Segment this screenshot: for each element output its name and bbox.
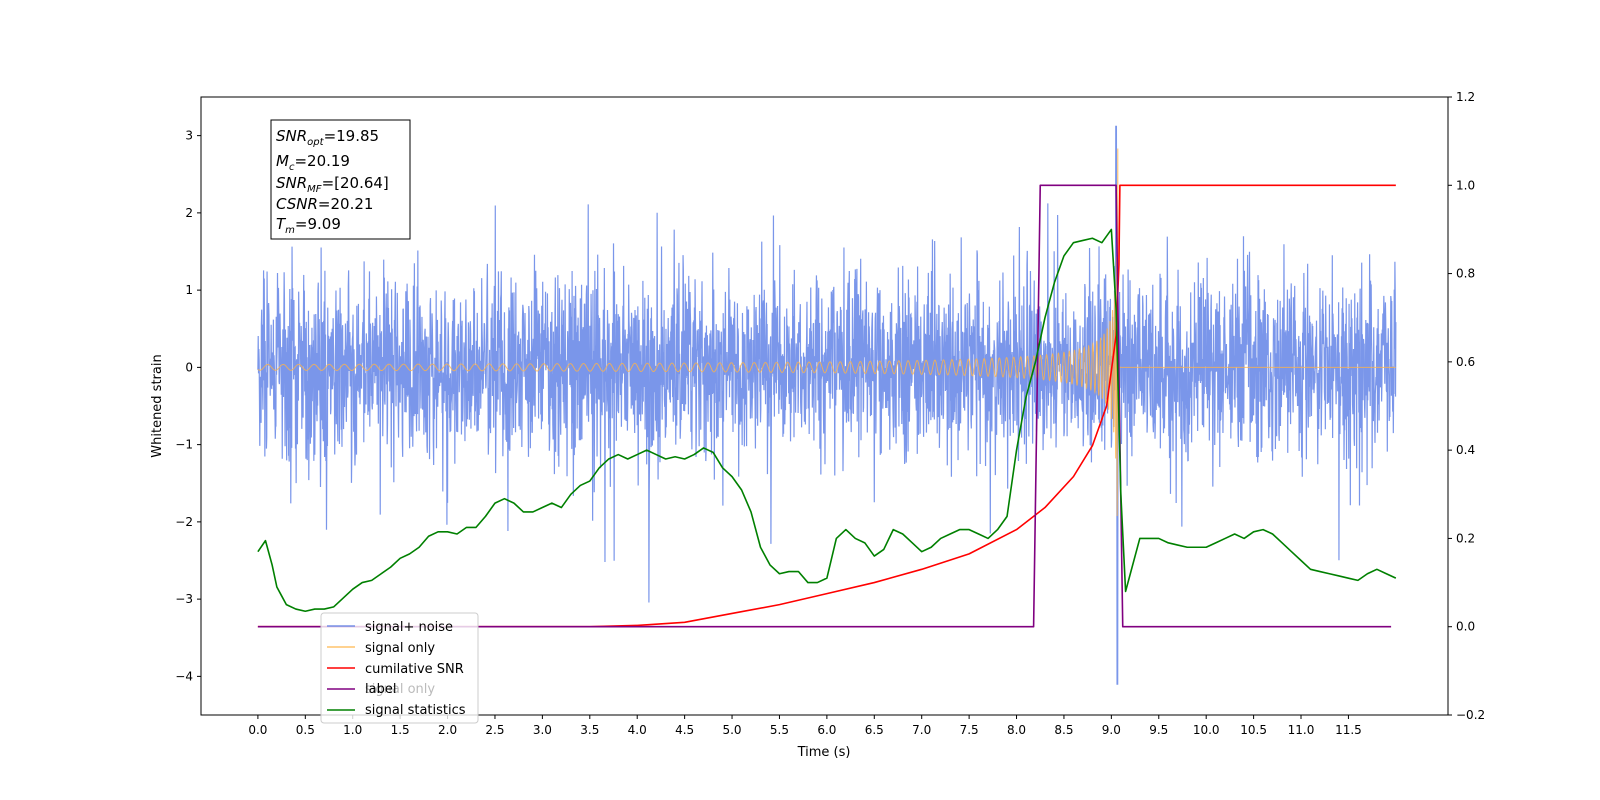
annotation-snr-mf: SNRMF=[20.64] — [276, 174, 389, 195]
x-tick-label: 10.5 — [1240, 723, 1267, 737]
legend-item-signal: signal only — [365, 641, 435, 656]
noise-series — [257, 125, 1397, 685]
x-tick-label: 1.5 — [391, 723, 410, 737]
x-tick-label: 4.5 — [675, 723, 694, 737]
x-tick-label: 5.5 — [770, 723, 789, 737]
y2-tick-label: −0.2 — [1456, 708, 1485, 722]
x-tick-label: 9.0 — [1102, 723, 1121, 737]
legend-hidden-text: signal only — [365, 682, 435, 697]
x-tick-label: 11.5 — [1335, 723, 1362, 737]
y2-tick-label: 1.2 — [1456, 90, 1475, 104]
x-tick-label: 10.0 — [1193, 723, 1220, 737]
x-tick-label: 8.5 — [1054, 723, 1073, 737]
x-tick-label: 9.5 — [1149, 723, 1168, 737]
series-label-line — [257, 184, 1392, 628]
legend-item-csnr: cumilative SNR — [365, 662, 464, 677]
y-tick-label: 0 — [185, 360, 193, 374]
x-tick-label: 7.5 — [960, 723, 979, 737]
x-tick-label: 2.0 — [438, 723, 457, 737]
right-axis-series — [257, 184, 1397, 628]
y-tick-label: 3 — [185, 129, 193, 143]
x-tick-label: 11.0 — [1288, 723, 1315, 737]
y-tick-label: −1 — [175, 438, 193, 452]
y2-tick-label: 0.2 — [1456, 531, 1475, 545]
annotation-box: SNRopt=19.85 Mc=20.19 SNRMF=[20.64] CSNR… — [270, 119, 411, 240]
annotation-mc: Mc=20.19 — [276, 152, 350, 173]
legend: signal only signal+ noise signal only cu… — [320, 612, 479, 724]
series-noise-line — [257, 125, 1397, 685]
y2-tick-label: 0.8 — [1456, 267, 1475, 281]
signal-only-series — [257, 148, 1396, 517]
y-tick-label: 1 — [185, 283, 193, 297]
series-statistics-line — [257, 228, 1397, 613]
y-tick-label: 2 — [185, 206, 193, 220]
y2-axis-ticks: 1.2 1.0 0.8 0.6 0.4 0.2 0.0 −0.2 — [1448, 90, 1485, 722]
x-tick-label: 5.0 — [722, 723, 741, 737]
x-tick-label: 7.0 — [912, 723, 931, 737]
y2-tick-label: 0.4 — [1456, 443, 1475, 457]
x-tick-label: 6.5 — [865, 723, 884, 737]
x-tick-label: 4.0 — [628, 723, 647, 737]
y2-tick-label: 0.6 — [1456, 355, 1475, 369]
y-tick-label: −3 — [175, 592, 193, 606]
x-tick-label: 3.0 — [533, 723, 552, 737]
x-tick-label: 6.0 — [817, 723, 836, 737]
x-axis-ticks: 0.0 0.5 1.0 1.5 2.0 2.5 3.0 3.5 4.0 4.5 5.0 5.5 6.0 6… — [248, 715, 1362, 737]
x-tick-label: 8.0 — [1007, 723, 1026, 737]
plot-frame — [200, 96, 1449, 716]
x-tick-label: 3.5 — [580, 723, 599, 737]
legend-item-statistics: signal statistics — [365, 703, 466, 718]
x-axis-label: Time (s) — [797, 745, 851, 760]
x-tick-label: 1.0 — [343, 723, 362, 737]
y-axis-label: Whitened strain — [150, 354, 165, 457]
annotation-csnr: CSNR=20.21 — [276, 195, 373, 213]
annotation-tm: Tm=9.09 — [276, 215, 341, 236]
x-tick-label: 2.5 — [485, 723, 504, 737]
series-csnr-line — [257, 184, 1396, 628]
x-tick-label: 0.5 — [296, 723, 315, 737]
y2-tick-label: 1.0 — [1456, 178, 1475, 192]
x-tick-label: 0.0 — [248, 723, 267, 737]
series-signal-line — [257, 148, 1396, 517]
legend-item-label: label — [365, 682, 396, 697]
y-tick-label: −4 — [175, 669, 193, 683]
legend-item-noise: signal+ noise — [365, 620, 453, 635]
y-tick-label: −2 — [175, 515, 193, 529]
y2-tick-label: 0.0 — [1456, 620, 1475, 634]
y-axis-ticks: 3 2 1 0 −1 −2 −3 −4 — [175, 129, 201, 683]
annotation-snr-opt: SNRopt=19.85 — [276, 127, 379, 148]
